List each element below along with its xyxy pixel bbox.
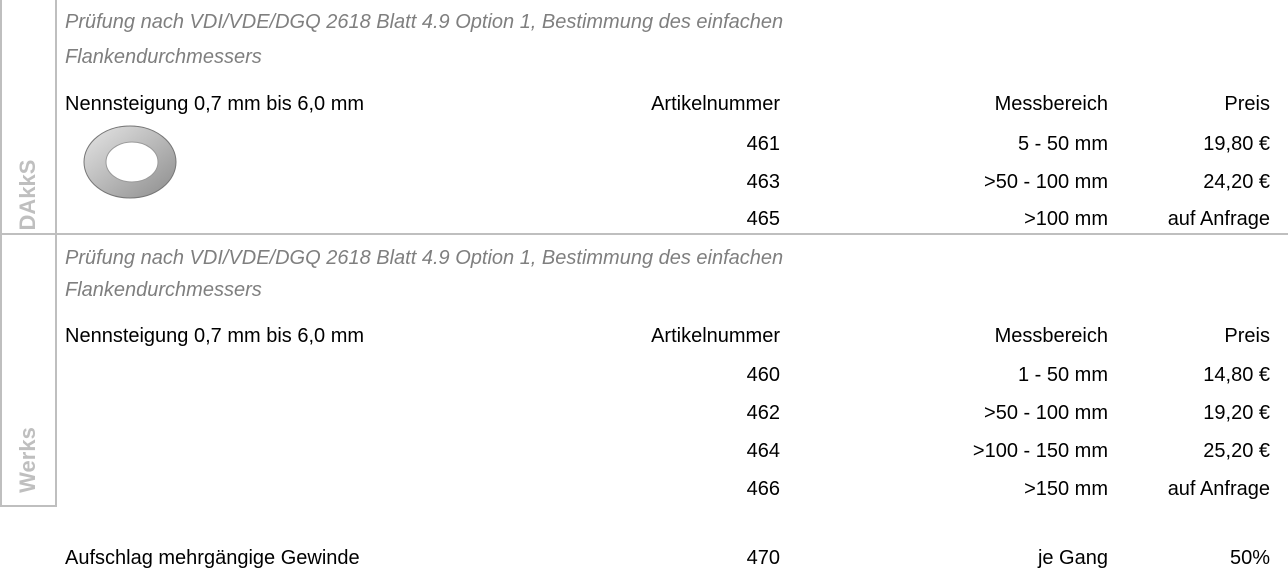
cell: 463: [746, 171, 780, 193]
cell: >100 - 150 mm: [972, 440, 1108, 462]
description: Flankendurchmessers: [65, 279, 262, 301]
column-header: Preis: [1224, 325, 1270, 347]
divider: [0, 233, 1288, 235]
description: Prüfung nach VDI/VDE/DGQ 2618 Blatt 4.9 …: [65, 247, 784, 269]
cell: 466: [746, 478, 780, 500]
section-frame: [0, 233, 57, 507]
cell: 462: [746, 402, 780, 424]
footer-cell: je Gang: [1037, 547, 1108, 569]
section-label: Werks: [15, 427, 40, 493]
description: Flankendurchmessers: [65, 46, 262, 68]
cell: 24,20 €: [1203, 171, 1270, 193]
section-label: DAkkS: [15, 159, 40, 231]
description: Prüfung nach VDI/VDE/DGQ 2618 Blatt 4.9 …: [65, 11, 784, 33]
column-header: Artikelnummer: [651, 93, 780, 115]
cell: auf Anfrage: [1167, 208, 1270, 230]
footer-cell: Aufschlag mehrgängige Gewinde: [65, 547, 360, 569]
cell: >50 - 100 mm: [984, 402, 1108, 424]
footer-cell: 50%: [1229, 547, 1270, 569]
column-header: Nennsteigung 0,7 mm bis 6,0 mm: [65, 325, 365, 347]
cell: 19,20 €: [1203, 402, 1270, 424]
cell: auf Anfrage: [1167, 478, 1270, 500]
cell: >50 - 100 mm: [984, 171, 1108, 193]
cell: 461: [746, 133, 780, 155]
column-header: Nennsteigung 0,7 mm bis 6,0 mm: [65, 93, 365, 115]
cell: 5 - 50 mm: [1017, 133, 1108, 155]
cell: >150 mm: [1024, 478, 1108, 500]
cell: 465: [746, 208, 780, 230]
column-header: Preis: [1224, 93, 1270, 115]
cell: 19,80 €: [1203, 133, 1270, 155]
cell: 14,80 €: [1203, 364, 1270, 386]
column-header: Messbereich: [994, 93, 1108, 115]
footer-cell: 470: [746, 547, 780, 569]
ring-image: [83, 125, 177, 199]
column-header: Messbereich: [994, 325, 1108, 347]
cell: 25,20 €: [1203, 440, 1270, 462]
column-header: Artikelnummer: [651, 325, 780, 347]
cell: 464: [746, 440, 780, 462]
cell: 460: [746, 364, 780, 386]
cell: >100 mm: [1024, 208, 1108, 230]
cell: 1 - 50 mm: [1017, 364, 1108, 386]
